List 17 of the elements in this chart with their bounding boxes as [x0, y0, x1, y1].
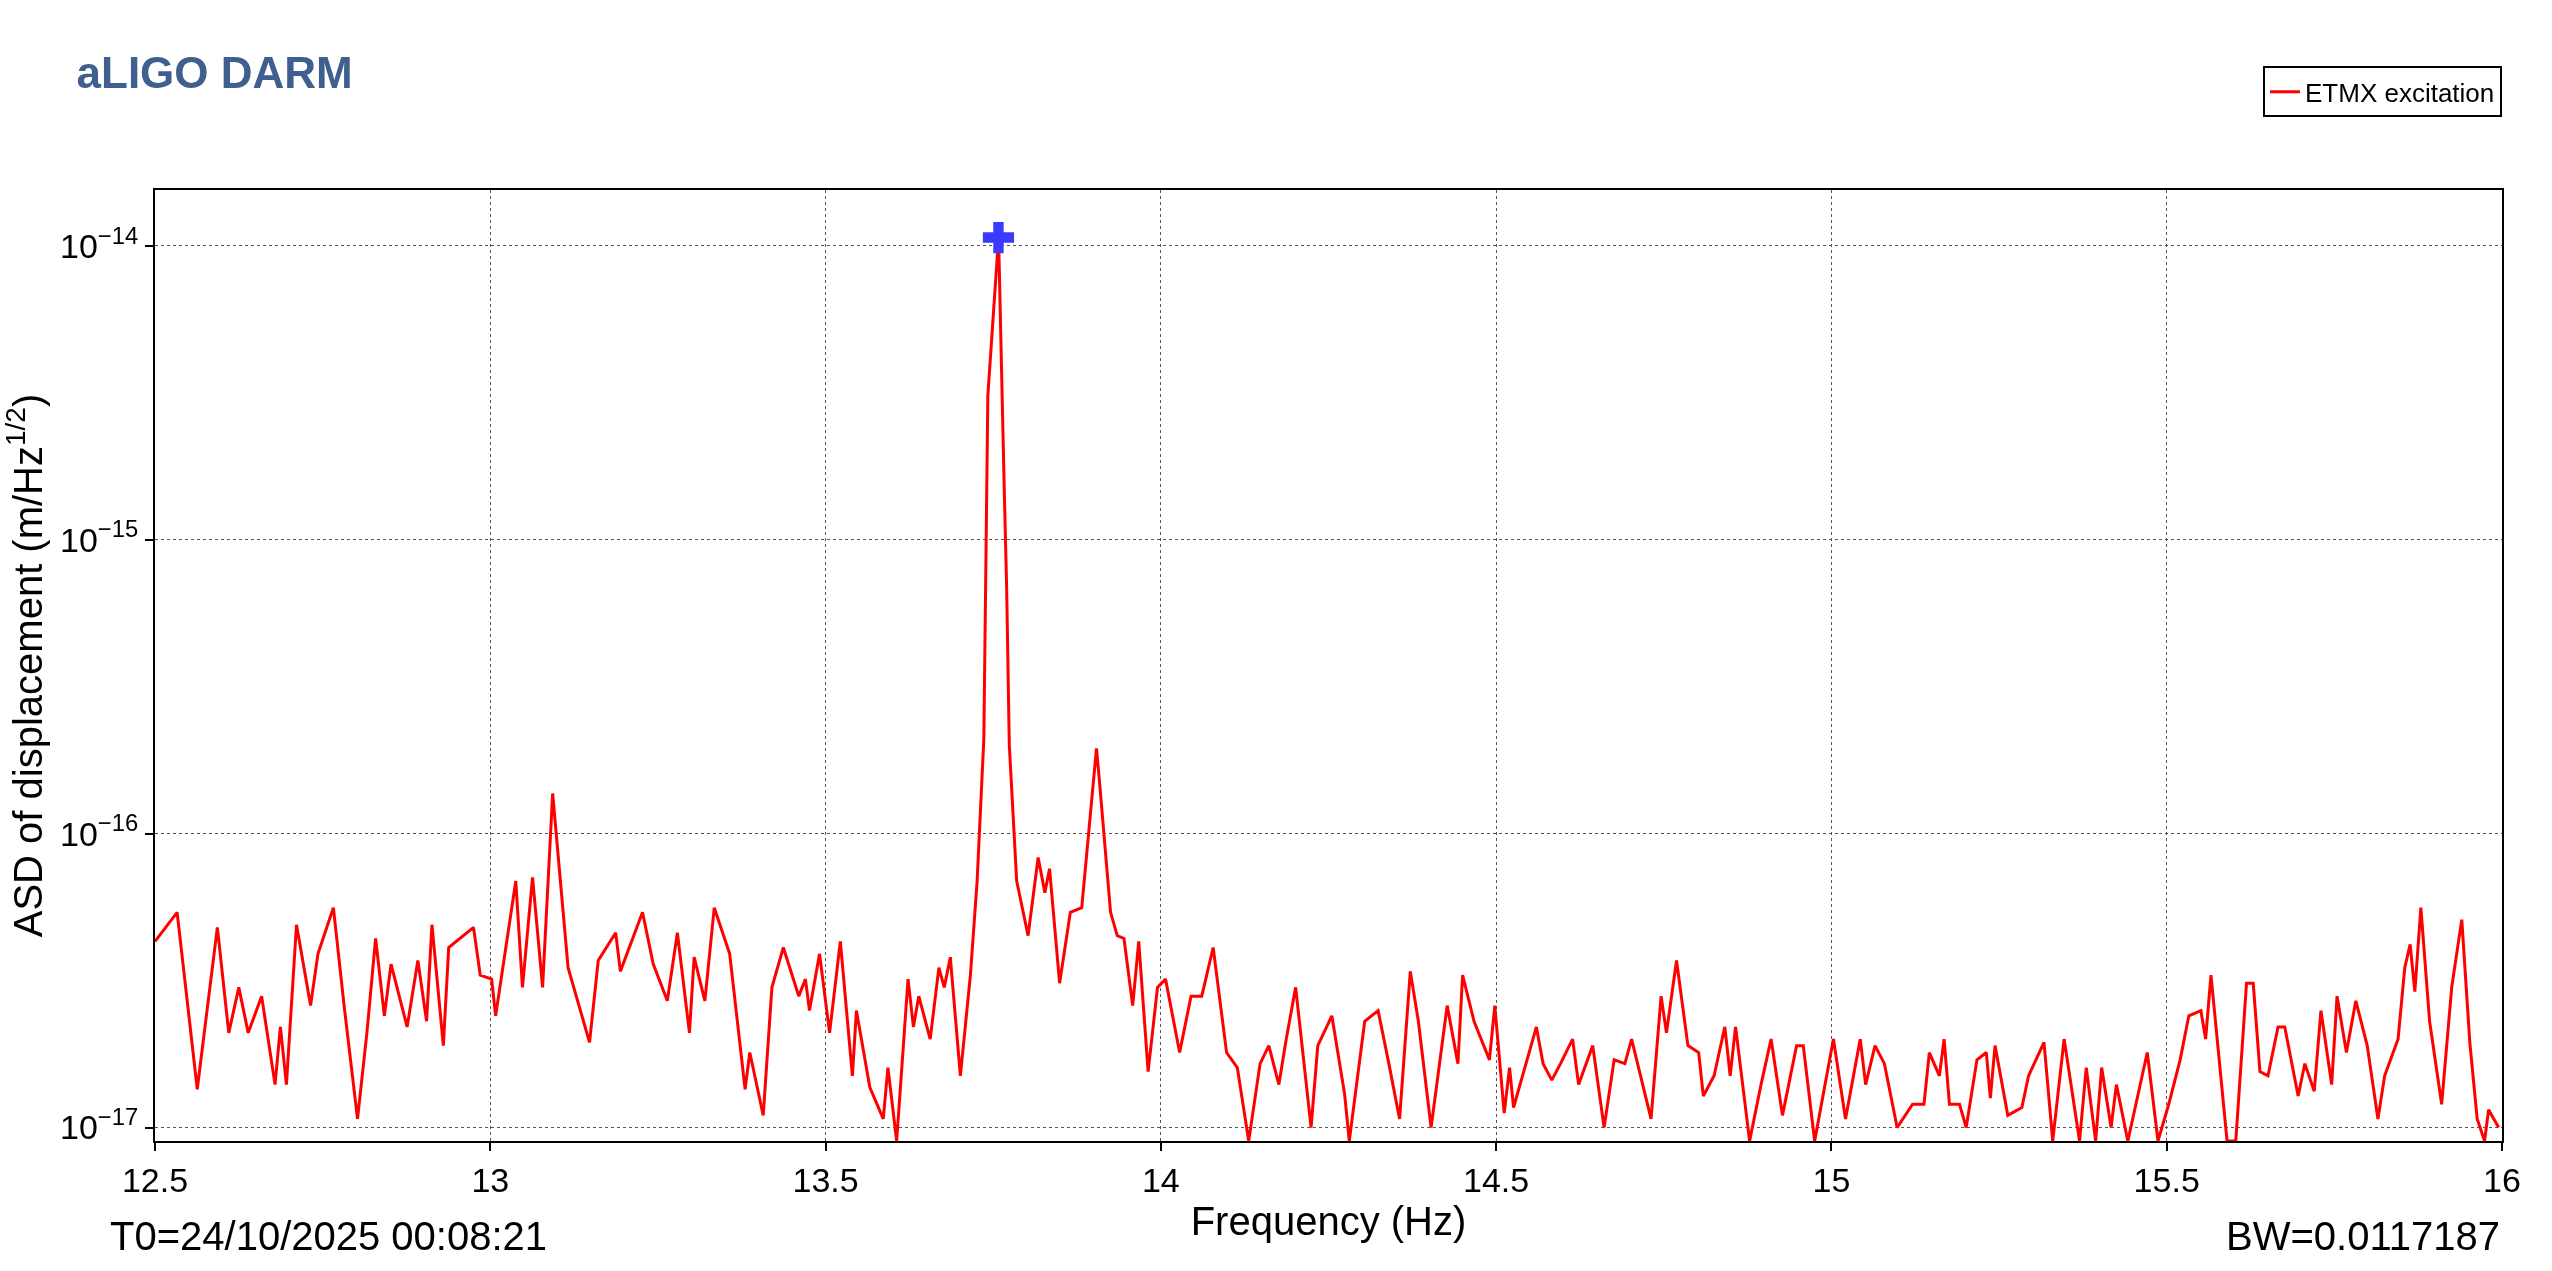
x-tick-label: 13.5	[792, 1160, 859, 1199]
x-tick-label: 14	[1141, 1160, 1180, 1199]
chart-title: aLIGO DARM	[76, 47, 353, 97]
x-tick-label: 15.5	[2133, 1160, 2200, 1199]
y-tick-label: 10$^{−15}$	[60, 515, 139, 559]
x-tick-label: 14.5	[1463, 1160, 1530, 1199]
x-axis-title: Frequency (Hz)	[1190, 1198, 1467, 1243]
text: T0=24/10/2025 00:08:21	[110, 1214, 548, 1258]
x-tick-label: 12.5	[121, 1160, 189, 1199]
x-tick-label: 15	[1812, 1160, 1851, 1199]
x-tick-label: 16	[2483, 1160, 2521, 1199]
y-tick-label: 10$^{−14}$	[60, 221, 139, 265]
text: BW=0.0117187	[2226, 1214, 2500, 1258]
y-tick-label: 10$^{−16}$	[60, 809, 139, 853]
y-tick-label: 10$^{−17}$	[60, 1103, 139, 1147]
x-tick-label: 13	[471, 1160, 510, 1199]
legend-label: ETMX excitation	[2305, 77, 2495, 108]
